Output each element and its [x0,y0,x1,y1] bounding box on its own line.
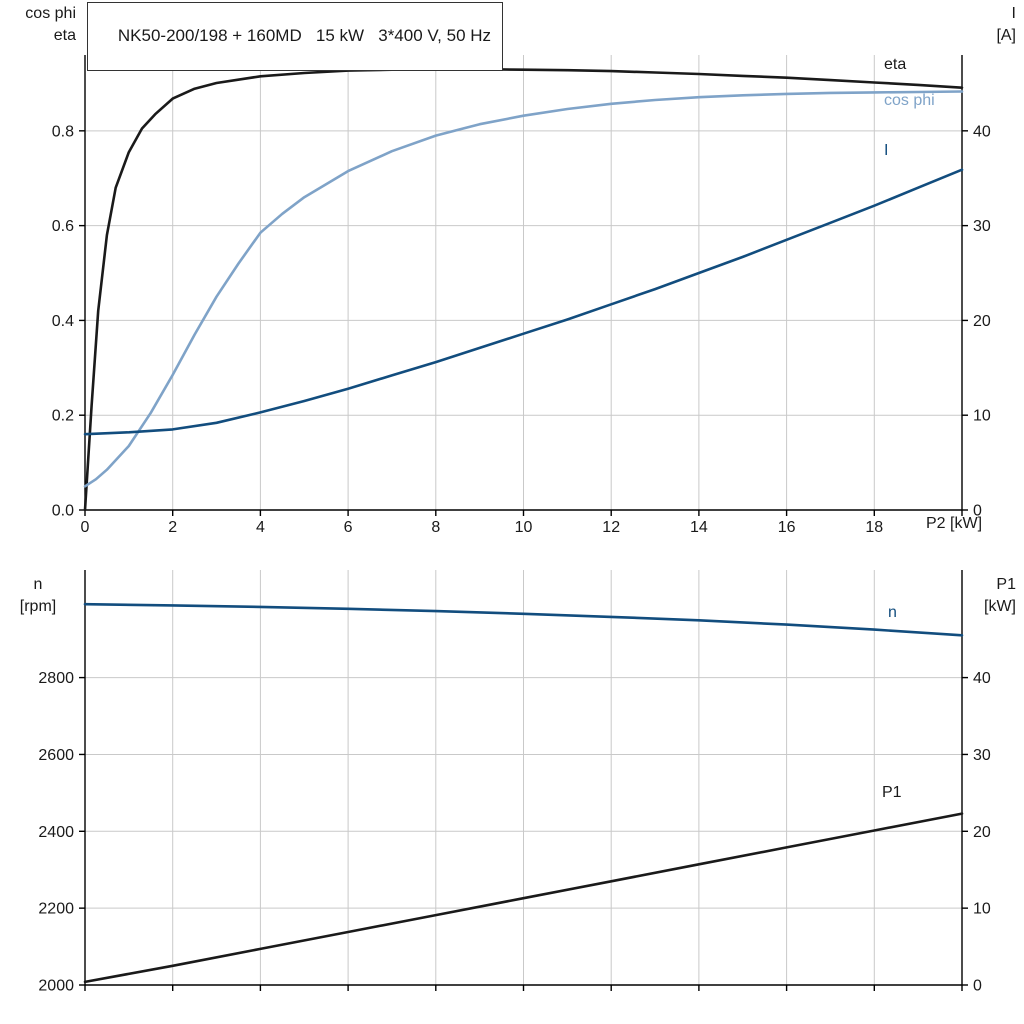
tick-label-left: 2400 [38,824,74,841]
tick-label-right: 20 [973,313,991,330]
tick-label-bottom: 12 [602,519,620,536]
tick-label-bottom: 0 [81,519,90,536]
tick-label-bottom: 4 [256,519,265,536]
power-axis-title-line1: P1 [996,576,1016,593]
left-axis-title-line1: cos phi [25,5,76,22]
tick-label-right: 20 [973,824,991,841]
tick-label-left: 0.6 [52,218,74,235]
tick-label-right: 30 [973,218,991,235]
tick-label-left: 2000 [38,978,74,995]
tick-label-bottom: 2 [168,519,177,536]
tick-label-left: 2600 [38,747,74,764]
speed-axis-title-line2: [rpm] [19,598,57,615]
tick-label-right: 0 [973,503,982,520]
tick-label-right: 0 [973,978,982,995]
tick-label-bottom: 10 [515,519,533,536]
tick-label-right: 10 [973,408,991,425]
tick-label-bottom: 18 [865,519,883,536]
speed-axis-title-line1: n [33,576,43,593]
bottom-left-axis-title: n [rpm] [2,574,74,618]
curve-i [83,168,964,436]
right-axis-title-line2: [A] [996,27,1016,44]
top-right-axis-title: I [A] [966,3,1016,47]
curve-n [83,602,964,637]
tick-label-left: 0.2 [52,408,74,425]
x-axis-label: P2 [kW] [926,515,983,532]
curve-label-power-p1: P1 [882,784,902,801]
tick-label-bottom: 6 [344,519,353,536]
tick-label-left: 0.8 [52,123,74,140]
tick-label-left: 0.0 [52,503,74,520]
top-left-axis-title: cos phi eta [0,3,76,47]
right-axis-title-line1: I [1011,5,1016,22]
power-axis-title-line2: [kW] [984,598,1016,615]
tick-label-left: 0.4 [52,313,74,330]
chart-title-box: NK50-200/198 + 160MD 15 kW 3*400 V, 50 H… [87,2,504,71]
tick-label-left: 2800 [38,670,74,687]
curve-cos-phi [83,90,964,488]
chart-title: NK50-200/198 + 160MD 15 kW 3*400 V, 50 H… [117,26,492,45]
tick-label-right: 40 [973,670,991,687]
curve-label-current: I [884,142,889,159]
tick-label-bottom: 14 [690,519,708,536]
tick-label-right: 10 [973,901,991,918]
tick-label-bottom: 16 [778,519,796,536]
curve-label-speed: n [888,604,897,621]
curve-label-cos-phi: cos phi [884,92,935,109]
tick-label-right: 30 [973,747,991,764]
tick-label-left: 2200 [38,901,74,918]
left-axis-title-line2: eta [53,27,76,44]
tick-label-right: 40 [973,123,991,140]
bottom-right-axis-title: P1 [kW] [962,574,1016,618]
curve-p1 [83,812,964,984]
curve-label-eta: eta [884,56,907,73]
tick-label-bottom: 8 [431,519,440,536]
